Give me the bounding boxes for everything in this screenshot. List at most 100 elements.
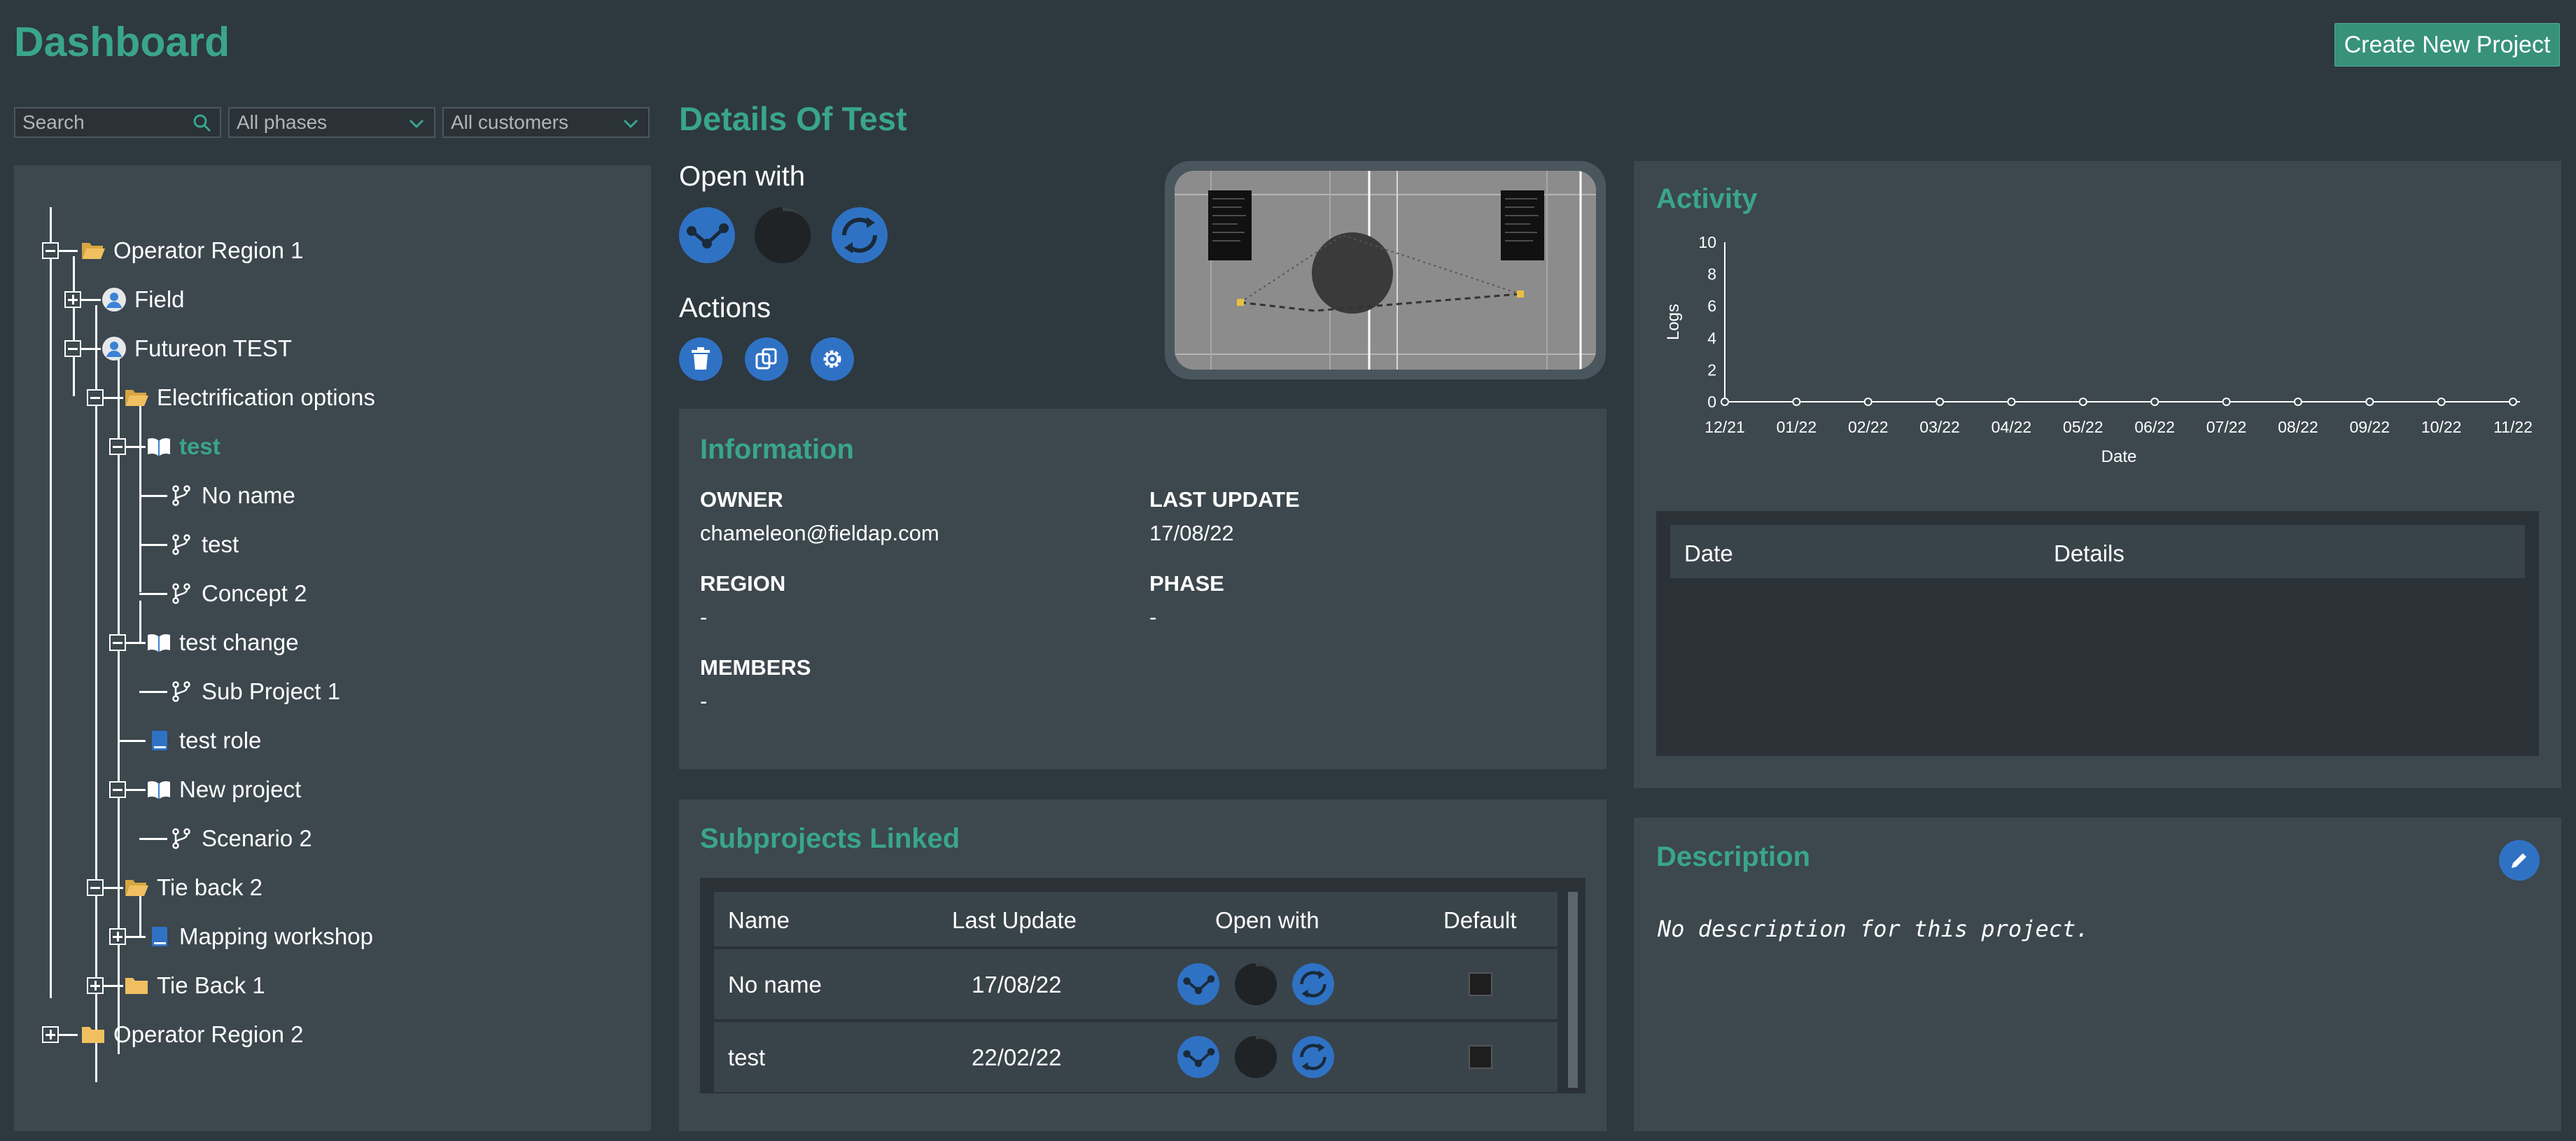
tree-node-label: test [179,433,220,459]
activity-chart: 0 2 4 6 8 10 12/21 01/22 02/22 03/22 04/22 05/22 06/… [1664,233,2533,466]
subproject-name: test [728,1044,766,1070]
subproject-last-update: 17/08/22 [972,972,1062,997]
x-tick-label: 05/22 [2063,418,2104,436]
data-point [1792,398,1801,406]
search-input[interactable]: Search [14,107,221,138]
tree-line [118,354,120,1054]
table-row[interactable]: No name 17/08/22 [714,949,1558,1019]
default-checkbox[interactable] [1469,972,1492,996]
open-with-app3-button[interactable] [1292,963,1334,1005]
tree-node-field[interactable]: Field [101,284,185,315]
tree-line [139,495,167,497]
collapse-toggle[interactable] [109,781,126,798]
create-new-project-button[interactable]: Create New Project [2334,23,2560,66]
tree-node-region1[interactable]: Operator Region 1 [80,235,304,266]
tree-node-new-project[interactable]: New project [146,774,301,805]
tree-node-label: Concept 2 [202,580,307,606]
customer-select[interactable]: All customers [442,107,650,138]
tree-line [95,397,123,399]
tree-node-scenario2[interactable]: Scenario 2 [168,823,312,854]
collapse-toggle[interactable] [87,879,104,896]
open-with-app1-button[interactable] [679,207,735,263]
collapse-toggle[interactable] [42,242,59,259]
open-with-app2-button[interactable] [1235,963,1277,1005]
tree-line [139,896,141,938]
collapse-toggle[interactable] [109,438,126,455]
network-icon [1183,975,1215,995]
tree-node-futureon[interactable]: Futureon TEST [101,333,292,364]
page-title: Dashboard [14,19,230,65]
open-with-app1-button[interactable] [1177,1036,1219,1078]
tree-line [118,936,146,938]
collapse-toggle[interactable] [64,340,81,357]
open-with-app2-button[interactable] [755,207,811,263]
tree-node-test[interactable]: test [146,431,220,462]
last-update-value: 17/08/22 [1149,521,1234,545]
refresh-swirl-icon [841,217,878,253]
chevron-down-icon [406,113,427,139]
table-row[interactable]: test 22/02/22 [714,1022,1558,1092]
data-point [2509,398,2517,406]
open-with-app2-button[interactable] [1235,1036,1277,1078]
tree-node-mapping[interactable]: Mapping workshop [146,921,373,952]
subprojects-panel: Subprojects Linked Name Last Update Open… [679,799,1606,1131]
data-point [2007,398,2016,406]
tree-node-label: test [202,531,239,557]
description-panel: Description No description for this proj… [1634,818,2561,1131]
expand-toggle[interactable] [64,291,81,308]
collapse-toggle[interactable] [109,634,126,651]
preview-image [1175,171,1596,370]
scrollbar[interactable] [1568,892,1578,1088]
tree-node-label: Tie back 2 [157,874,263,900]
open-with-app3-button[interactable] [1292,1036,1334,1078]
x-tick-label: 08/22 [2278,418,2318,436]
activity-panel: Activity 0 2 4 6 8 10 12/21 01/22 02/22 03/22 04/2… [1634,161,2561,788]
region-label: REGION [700,571,786,596]
default-checkbox[interactable] [1469,1045,1492,1069]
search-icon [192,113,213,139]
y-tick-label: 0 [1707,393,1716,411]
tree-node-region2[interactable]: Operator Region 2 [80,1019,304,1050]
tree-node-no-name[interactable]: No name [168,480,295,511]
project-preview[interactable] [1165,161,1606,379]
tree-line [50,207,52,998]
tree-line [118,740,146,742]
open-with-app3-button[interactable] [832,207,888,263]
book-closed-icon [146,728,172,753]
information-panel: Information OWNER chameleon@fieldap.com … [679,409,1606,769]
tree-node-test-change[interactable]: test change [146,627,299,658]
expand-toggle[interactable] [87,977,104,994]
tree-node-sub-project1[interactable]: Sub Project 1 [168,676,340,707]
network-icon [687,223,729,248]
book-icon [146,630,172,655]
subprojects-table: Name Last Update Open with Default No na… [700,878,1586,1093]
column-header-open-with: Open with [1215,907,1320,933]
tree-node-concept2[interactable]: Concept 2 [168,578,307,609]
tree-node-test-role[interactable]: test role [146,725,261,756]
open-with-label: Open with [679,161,806,192]
edit-description-button[interactable] [2499,840,2540,881]
tree-node-electrification[interactable]: Electrification options [123,382,375,413]
refresh-swirl-icon [1300,970,1326,998]
tree-node-tie-back1[interactable]: Tie Back 1 [123,970,265,1001]
expand-toggle[interactable] [42,1026,59,1043]
expand-toggle[interactable] [109,928,126,945]
table-header: Date Details [1670,525,2525,578]
column-header-last-update: Last Update [952,907,1077,933]
settings-button[interactable] [811,337,854,381]
y-tick-label: 8 [1707,265,1716,284]
folder-open-icon [80,238,106,263]
details-title: Details Of Test [679,100,907,137]
tree-node-label: Tie Back 1 [157,972,265,998]
collapse-toggle[interactable] [87,389,104,406]
open-with-app1-button[interactable] [1177,963,1219,1005]
delete-button[interactable] [679,337,722,381]
user-icon [101,287,127,312]
refresh-swirl-icon [1300,1043,1326,1071]
tree-node-tie-back2[interactable]: Tie back 2 [123,872,262,903]
phase-select[interactable]: All phases [228,107,435,138]
duplicate-button[interactable] [745,337,788,381]
column-header-details: Details [2054,540,2124,566]
tree-line [139,838,167,840]
tree-node-test-sub[interactable]: test [168,529,239,560]
